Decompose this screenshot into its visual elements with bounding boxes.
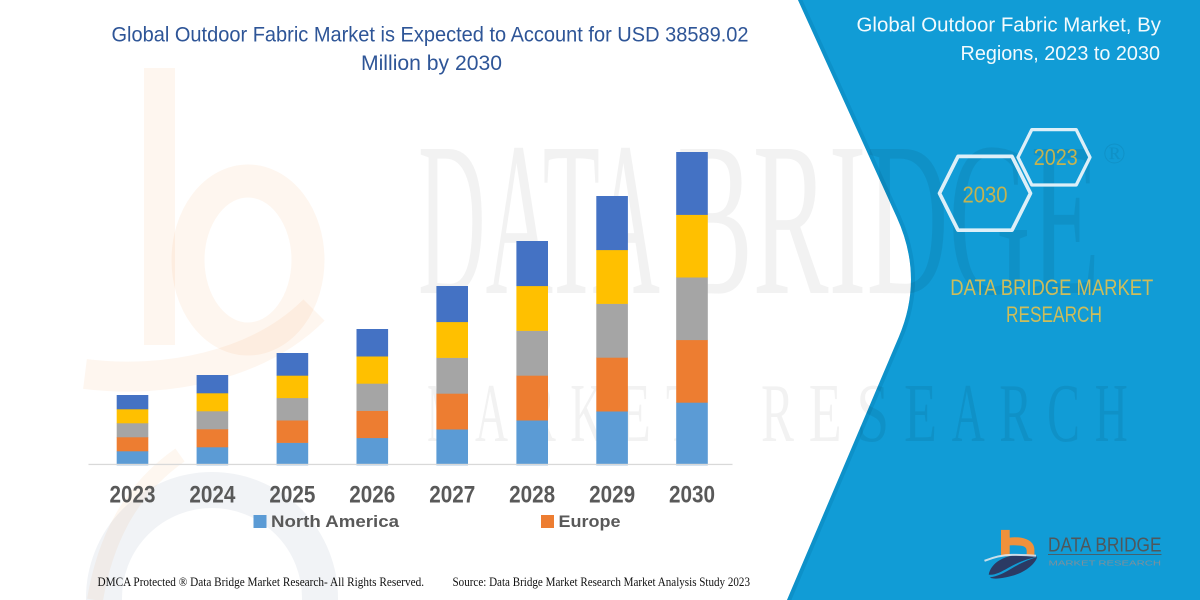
svg-text:2023: 2023 [1034, 144, 1078, 170]
svg-text:2023: 2023 [110, 482, 156, 509]
svg-text:Million by 2030: Million by 2030 [361, 52, 502, 75]
svg-text:DMCA Protected ® Data Bridge M: DMCA Protected ® Data Bridge Market Rese… [98, 575, 425, 589]
svg-text:®: ® [1103, 137, 1126, 170]
svg-text:A: A [952, 367, 985, 460]
svg-text:C: C [1047, 367, 1080, 460]
svg-text:E: E [809, 367, 842, 460]
svg-text:R: R [999, 367, 1032, 460]
svg-text:2028: 2028 [509, 482, 555, 509]
svg-text:2027: 2027 [429, 482, 475, 509]
svg-text:E: E [904, 367, 937, 460]
svg-text:RESEARCH: RESEARCH [1006, 302, 1102, 327]
svg-text:Europe: Europe [559, 512, 621, 531]
svg-text:2025: 2025 [269, 482, 315, 509]
svg-text:A: A [475, 367, 508, 460]
svg-text:MARKET RESEARCH: MARKET RESEARCH [1049, 559, 1162, 568]
svg-text:Source: Data Bridge Market Res: Source: Data Bridge Market Research Mark… [453, 575, 751, 589]
svg-text:2030: 2030 [669, 482, 715, 509]
svg-text:Regions, 2023 to 2030: Regions, 2023 to 2030 [961, 43, 1161, 65]
svg-text:2026: 2026 [349, 482, 395, 509]
svg-text:Global Outdoor Fabric Market i: Global Outdoor Fabric Market is Expected… [112, 24, 749, 47]
svg-text:H: H [1095, 367, 1128, 460]
svg-text:2029: 2029 [589, 482, 635, 509]
svg-text:2024: 2024 [189, 482, 236, 509]
svg-text:Global Outdoor Fabric Market,: Global Outdoor Fabric Market, By [857, 15, 1162, 37]
svg-text:North America: North America [271, 512, 400, 531]
svg-text:R: R [761, 367, 794, 460]
svg-text:DATA BRIDGE: DATA BRIDGE [1048, 535, 1162, 557]
svg-text:2030: 2030 [963, 181, 1008, 207]
svg-text:DATA BRIDGE MARKET: DATA BRIDGE MARKET [950, 275, 1153, 300]
